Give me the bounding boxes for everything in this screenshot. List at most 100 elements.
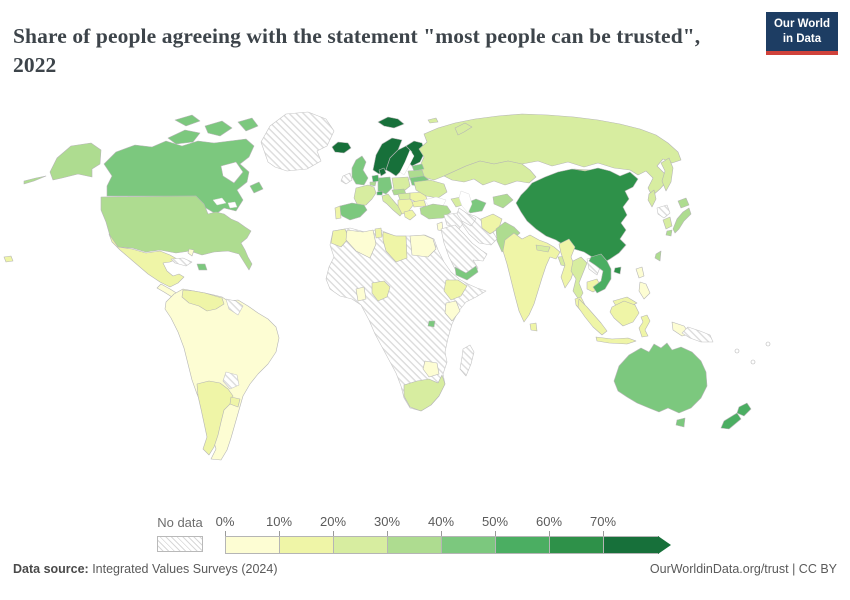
country-morocco[interactable]: [330, 228, 350, 248]
country-canada-arctic[interactable]: [204, 120, 233, 137]
country-algeria[interactable]: [345, 229, 377, 259]
country-argentina[interactable]: [196, 380, 234, 456]
pacific-island[interactable]: [765, 341, 771, 347]
country-ireland[interactable]: [340, 172, 353, 185]
country-canada-newfoundland[interactable]: [249, 181, 264, 194]
country-thailand[interactable]: [570, 256, 588, 301]
country-estonia[interactable]: [411, 163, 425, 172]
owid-logo[interactable]: Our World in Data: [765, 12, 838, 55]
country-japan[interactable]: [672, 207, 692, 234]
country-canada[interactable]: [103, 138, 255, 215]
country-south-korea[interactable]: [662, 216, 673, 230]
country-papua-new-guinea[interactable]: [681, 326, 714, 343]
country-uruguay[interactable]: [229, 396, 241, 408]
country-tasmania[interactable]: [675, 417, 686, 428]
country-japan[interactable]: [665, 229, 673, 237]
country-indonesia-sulawesi[interactable]: [638, 314, 651, 338]
country-hawaii[interactable]: [3, 255, 14, 263]
country-australia[interactable]: [613, 342, 708, 414]
country-switzerland[interactable]: [376, 190, 384, 196]
country-zimbabwe[interactable]: [422, 360, 440, 378]
country-philippines[interactable]: [638, 281, 651, 300]
country-guyana[interactable]: [225, 298, 244, 316]
region-africa-no-data[interactable]: [325, 227, 487, 412]
country-sri-lanka[interactable]: [529, 322, 538, 332]
country-new-zealand[interactable]: [720, 412, 742, 430]
country-turkmenistan[interactable]: [456, 207, 477, 227]
country-portugal[interactable]: [334, 205, 342, 220]
country-kazakhstan[interactable]: [443, 160, 537, 186]
legend-bin-5[interactable]: [496, 537, 550, 553]
country-italy[interactable]: [381, 193, 404, 217]
pacific-island[interactable]: [734, 348, 740, 354]
country-indonesia-sumatra[interactable]: [577, 298, 608, 336]
country-ethiopia[interactable]: [443, 279, 468, 301]
country-russia-kamchatka[interactable]: [660, 157, 674, 192]
country-new-zealand[interactable]: [736, 402, 752, 417]
country-greenland[interactable]: [260, 111, 335, 172]
country-vietnam[interactable]: [588, 253, 612, 294]
country-uk[interactable]: [351, 155, 369, 186]
country-greece[interactable]: [403, 209, 417, 221]
country-denmark[interactable]: [378, 167, 387, 177]
country-indonesia-borneo[interactable]: [609, 300, 640, 327]
country-yemen[interactable]: [454, 265, 479, 281]
country-libya[interactable]: [382, 231, 408, 263]
legend-bin-3[interactable]: [388, 537, 442, 553]
country-venezuela[interactable]: [181, 289, 225, 312]
country-kenya[interactable]: [444, 300, 461, 322]
legend-bin-0[interactable]: [226, 537, 280, 553]
country-mexico[interactable]: [108, 233, 185, 288]
country-poland[interactable]: [391, 176, 411, 192]
country-south-america[interactable]: [164, 288, 280, 461]
country-north-korea[interactable]: [656, 204, 671, 219]
country-egypt[interactable]: [409, 234, 437, 258]
country-canada-arctic[interactable]: [174, 114, 201, 127]
country-nepal[interactable]: [535, 244, 551, 253]
country-alaska[interactable]: [49, 142, 102, 181]
country-paraguay[interactable]: [222, 371, 240, 390]
country-madagascar[interactable]: [459, 344, 475, 377]
country-china[interactable]: [515, 167, 639, 269]
country-myanmar[interactable]: [558, 238, 576, 289]
country-arabia[interactable]: [440, 224, 488, 278]
legend-bin-4[interactable]: [442, 537, 496, 553]
country-franz-josef[interactable]: [427, 117, 439, 124]
country-russia-sakhalin[interactable]: [647, 189, 657, 208]
legend-bin-7[interactable]: [604, 537, 658, 553]
country-aleutians[interactable]: [23, 175, 47, 185]
country-hispaniola[interactable]: [196, 263, 208, 271]
country-ukraine[interactable]: [413, 179, 448, 199]
country-japan[interactable]: [677, 197, 690, 209]
country-usa[interactable]: [100, 195, 253, 271]
country-germany[interactable]: [377, 176, 393, 195]
country-rwanda[interactable]: [427, 320, 436, 328]
legend-no-data-swatch[interactable]: [157, 536, 203, 552]
country-tunisia[interactable]: [374, 227, 383, 239]
country-belgium[interactable]: [369, 181, 377, 187]
country-nigeria[interactable]: [371, 280, 391, 302]
country-netherlands[interactable]: [371, 174, 380, 183]
country-canada-arctic[interactable]: [167, 129, 201, 145]
country-bahamas[interactable]: [187, 248, 195, 257]
legend-bin-2[interactable]: [334, 537, 388, 553]
country-france[interactable]: [353, 184, 377, 207]
country-novaya-zemlya[interactable]: [454, 122, 473, 136]
country-hainan[interactable]: [613, 266, 622, 275]
country-ghana[interactable]: [355, 286, 367, 302]
legend-bin-1[interactable]: [280, 537, 334, 553]
footer-link[interactable]: OurWorldinData.org/trust | CC BY: [649, 562, 837, 576]
country-canada-arctic[interactable]: [237, 117, 259, 132]
country-indonesia-java[interactable]: [595, 336, 637, 345]
country-cuba[interactable]: [170, 257, 193, 267]
country-philippines[interactable]: [635, 266, 645, 279]
country-south-africa[interactable]: [403, 374, 446, 412]
country-taiwan[interactable]: [654, 250, 662, 262]
country-iceland[interactable]: [331, 141, 352, 154]
country-india[interactable]: [502, 232, 561, 323]
country-svalbard[interactable]: [377, 116, 405, 129]
country-spain[interactable]: [337, 202, 368, 221]
pacific-island[interactable]: [750, 359, 756, 365]
country-kyrgyz-tajik[interactable]: [492, 193, 514, 209]
legend-bin-6[interactable]: [550, 537, 604, 553]
